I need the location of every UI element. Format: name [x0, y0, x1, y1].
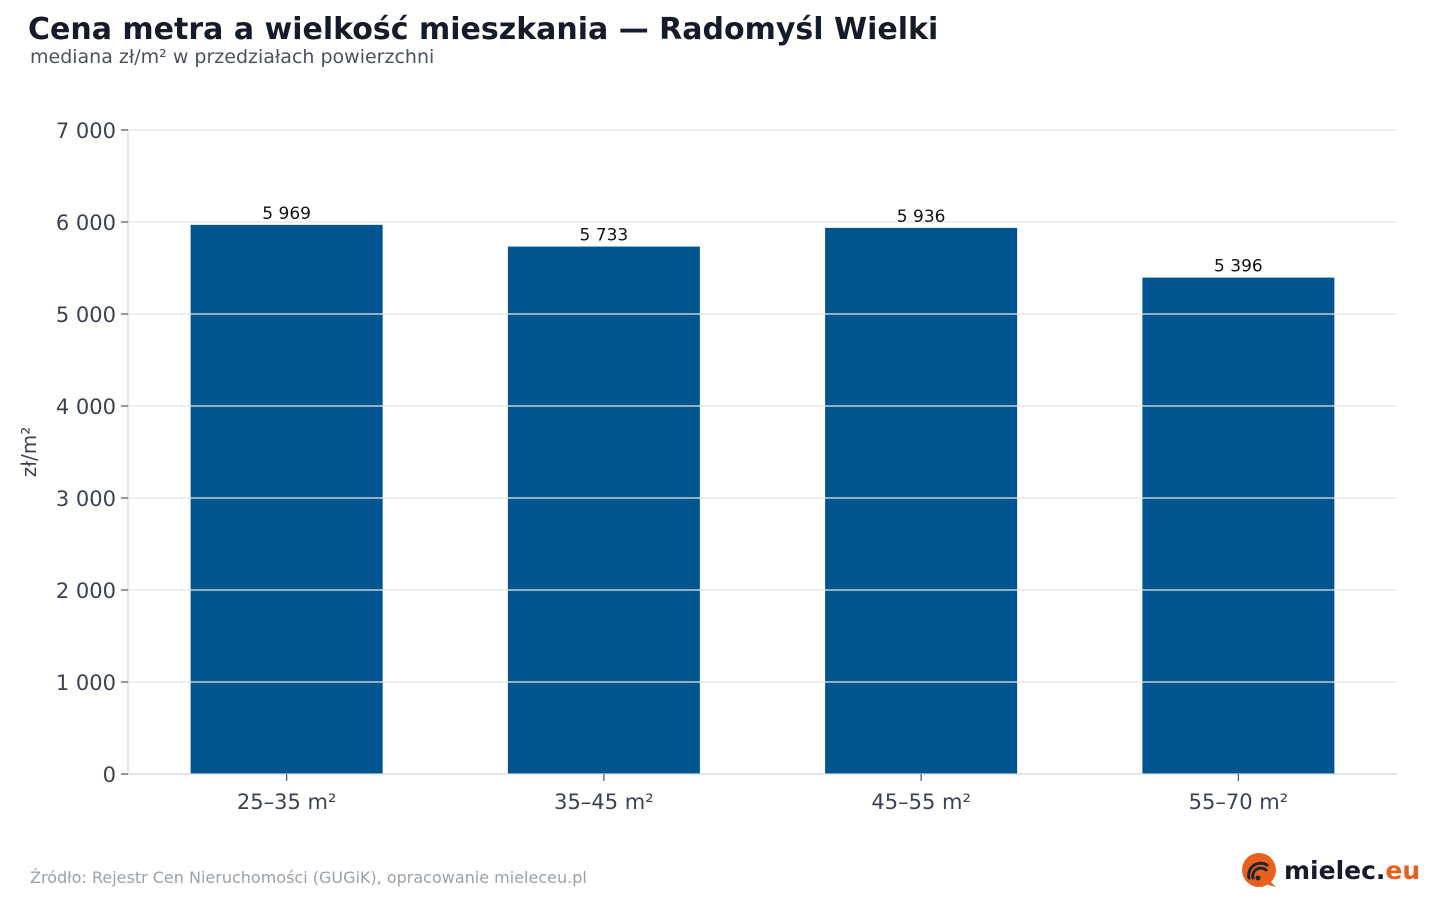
- y-tick-label: 5 000: [56, 303, 116, 327]
- bar: [825, 227, 1018, 774]
- logo-text: mielec.eu: [1284, 856, 1420, 885]
- bar-value-label: 5 969: [262, 204, 311, 224]
- logo-domain: eu: [1385, 855, 1421, 885]
- x-tick-label: 55–70 m²: [1189, 790, 1289, 814]
- bar-value-label: 5 733: [580, 226, 629, 246]
- y-tick-label: 0: [103, 763, 116, 787]
- y-tick-label: 3 000: [56, 487, 116, 511]
- bar-value-label: 5 936: [897, 207, 946, 227]
- y-tick-label: 7 000: [56, 119, 116, 143]
- logo-mark-icon: [1240, 851, 1278, 889]
- bar: [1142, 277, 1335, 774]
- bar-value-label: 5 396: [1214, 257, 1263, 277]
- x-tick-label: 45–55 m²: [871, 790, 971, 814]
- y-tick-label: 6 000: [56, 211, 116, 235]
- y-axis-label: zł/m²: [17, 427, 41, 477]
- chart-title: Cena metra a wielkość mieszkania — Radom…: [28, 12, 939, 47]
- source-note: Źródło: Rejestr Cen Nieruchomości (GUGiK…: [30, 868, 587, 887]
- bar: [507, 246, 700, 775]
- y-tick-label: 1 000: [56, 671, 116, 695]
- chart-subtitle: mediana zł/m² w przedziałach powierzchni: [30, 46, 435, 68]
- y-tick-label: 4 000: [56, 395, 116, 419]
- logo-name: mielec.: [1284, 855, 1386, 885]
- bar: [190, 224, 383, 775]
- x-tick-label: 25–35 m²: [237, 790, 337, 814]
- site-logo: mielec.eu: [1240, 850, 1420, 890]
- y-tick-label: 2 000: [56, 579, 116, 603]
- bar-chart: 0 1 000 2 000 3 000 4 000 5 000 6 000 7 000 zł/m…: [17, 119, 1397, 814]
- x-tick-label: 35–45 m²: [554, 790, 654, 814]
